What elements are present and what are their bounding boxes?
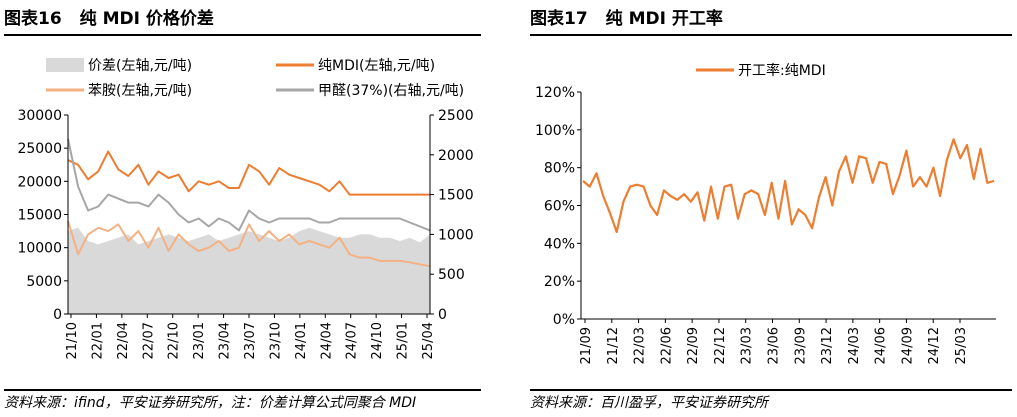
right-figure-number: 图表17 (530, 9, 588, 29)
mdi-price-spread-chart: 价差(左轴,元/吨) 纯MDI(左轴,元/吨) 苯胺(左轴,元/吨) 甲醛(37%)(… (17, 58, 474, 359)
y-left-tick-label: 30000 (17, 108, 62, 124)
x-tick-label: 21/12 (606, 327, 621, 364)
left-figure-title: 纯 MDI 价格价差 (79, 9, 214, 29)
series-line-aniline (67, 220, 431, 268)
series-line-mdi (67, 150, 430, 196)
y-left-tick-label: 0 (53, 307, 62, 323)
y-left-tick-label: 10000 (17, 241, 62, 257)
x-tick-label: 23/07 (243, 322, 258, 359)
x-tick-label: 24/04 (319, 322, 334, 359)
y-right-tick-label: 2000 (438, 148, 474, 164)
y-left-tick-label: 15000 (17, 208, 62, 224)
y-tick-label: 20% (544, 274, 575, 290)
legend-label-rate: 开工率:纯MDI (738, 62, 826, 79)
right-figure-title-bar: 图表17 纯 MDI 开工率 (530, 4, 1012, 36)
x-tick-label: 21/10 (65, 322, 80, 359)
x-tick-label: 25/01 (396, 322, 411, 359)
y-left-tick-label: 20000 (17, 174, 62, 190)
legend-label-mdi: 纯MDI(左轴,元/吨) (318, 58, 435, 74)
x-tick-label: 21/09 (579, 327, 594, 364)
left-figure-number: 图表16 (4, 9, 62, 29)
legend-label-aniline: 苯胺(左轴,元/吨) (88, 82, 192, 99)
right-figure-panel: 图表17 纯 MDI 开工率 开工率:纯MDI 0% 20% 40% 60% 80% 100%… (526, 0, 1017, 417)
x-tick-label: 23/01 (192, 322, 207, 359)
x-tick-label: 23/04 (218, 322, 233, 359)
y-tick-label: 80% (544, 161, 575, 177)
x-tick-label: 25/04 (421, 322, 436, 359)
mdi-operating-rate-chart: 开工率:纯MDI 0% 20% 40% 60% 80% 100% 120% 21/09 21/12… (535, 62, 996, 364)
x-tick-label: 23/09 (793, 327, 808, 364)
x-tick-label: 23/06 (767, 327, 782, 364)
right-source-note: 资料来源：百川盈孚，平安证券研究所 (530, 389, 1012, 413)
legend-label-formaldehyde: 甲醛(37%)(右轴,元/吨) (318, 83, 464, 99)
x-tick-label: 22/09 (686, 327, 701, 364)
legend-label-spread: 价差(左轴,元/吨) (88, 58, 192, 74)
right-figure-title: 纯 MDI 开工率 (605, 9, 723, 29)
series-line-formaldehyde (67, 138, 431, 232)
series-area-spread (68, 227, 430, 314)
left-figure-title-bar: 图表16 纯 MDI 价格价差 (4, 4, 481, 36)
x-tick-label: 22/07 (141, 322, 156, 359)
y-tick-label: 40% (544, 236, 575, 252)
y-tick-label: 0% (553, 312, 575, 328)
x-tick-label: 24/07 (345, 322, 360, 359)
x-tick-label: 24/10 (370, 322, 385, 359)
y-right-tick-label: 1500 (438, 188, 474, 204)
x-tick-label: 22/04 (116, 322, 131, 359)
x-tick-label: 23/10 (268, 322, 283, 359)
x-tick-label: 23/03 (740, 327, 755, 364)
series-line-rate (582, 138, 995, 234)
x-tick-label: 22/12 (713, 327, 728, 364)
x-tick-label: 24/03 (847, 327, 862, 364)
x-tick-label: 24/06 (874, 327, 889, 364)
y-right-tick-label: 1000 (438, 227, 474, 243)
x-tick-label: 22/10 (167, 322, 182, 359)
y-left-tick-label: 5000 (26, 274, 62, 290)
x-tick-label: 22/01 (90, 322, 105, 359)
x-tick-label: 24/09 (900, 327, 915, 364)
x-tick-label: 24/12 (927, 327, 942, 364)
left-figure-panel: 图表16 纯 MDI 价格价差 价差(左轴,元/吨) 纯MDI(左轴,元/吨) 苯胺(… (0, 0, 487, 417)
y-tick-label: 120% (535, 85, 575, 101)
legend-swatch-spread (46, 58, 84, 72)
y-right-tick-label: 2500 (438, 108, 474, 124)
y-right-tick-label: 500 (438, 267, 465, 283)
left-source-note: 资料来源：ifind，平安证券研究所，注：价差计算公式同聚合 MDI (4, 389, 481, 413)
y-right-tick-label: 0 (438, 307, 447, 323)
x-tick-label: 24/01 (294, 322, 309, 359)
x-tick-label: 23/12 (820, 327, 835, 364)
y-left-tick-label: 25000 (17, 141, 62, 157)
x-tick-label: 22/03 (633, 327, 648, 364)
y-tick-label: 60% (544, 199, 575, 215)
x-tick-label: 22/06 (659, 327, 674, 364)
x-tick-label: 25/03 (954, 327, 969, 364)
y-tick-label: 100% (535, 123, 575, 139)
